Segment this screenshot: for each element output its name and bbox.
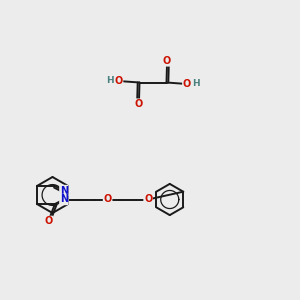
Text: O: O — [144, 194, 152, 205]
Text: N: N — [60, 185, 68, 196]
Text: N: N — [60, 194, 68, 205]
Text: H: H — [106, 76, 113, 85]
Text: O: O — [103, 194, 112, 205]
Text: O: O — [114, 76, 123, 86]
Text: H: H — [192, 79, 200, 88]
Text: O: O — [163, 56, 171, 66]
Text: O: O — [183, 79, 191, 89]
Text: O: O — [44, 216, 52, 226]
Text: O: O — [135, 99, 143, 109]
